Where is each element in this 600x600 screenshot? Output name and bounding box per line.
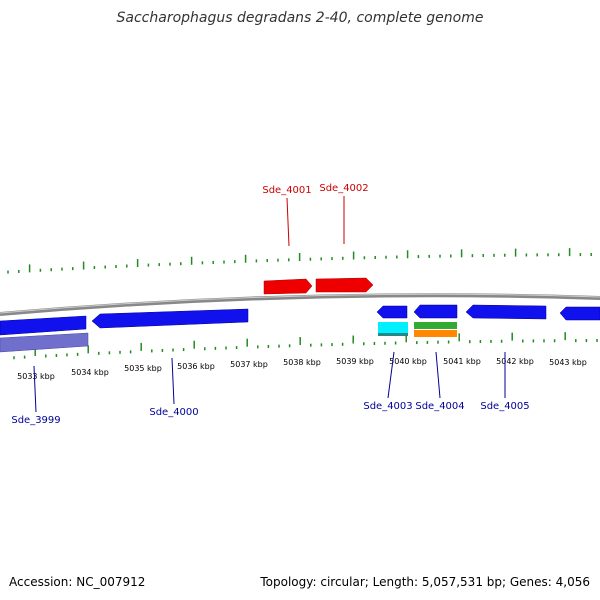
pseudogene-feature[interactable]	[0, 332, 89, 353]
gene-label-forward[interactable]: Sde_4001	[262, 185, 311, 196]
kbp-label: 5039 kbp	[336, 357, 374, 366]
kbp-label: 5034 kbp	[71, 368, 109, 377]
genome-backbone	[0, 293, 600, 316]
kbp-scale-labels: 5033 kbp 5034 kbp 5035 kbp 5036 kbp 5037 kbp…	[17, 357, 587, 381]
gene-label-reverse[interactable]: Sde_4004	[415, 401, 464, 412]
kbp-label: 5038 kbp	[283, 358, 321, 367]
gene-next[interactable]	[559, 306, 600, 321]
gene-leader-line	[33, 365, 37, 413]
gene-label-reverse[interactable]: Sde_4005	[480, 401, 529, 412]
kbp-label: 5033 kbp	[17, 372, 55, 381]
rna-feature-cyan-base	[378, 333, 408, 336]
gene-sde-4003[interactable]	[376, 305, 408, 319]
lower-tick-track	[13, 332, 598, 360]
accession-label: Accession: NC_007912	[9, 575, 146, 589]
kbp-label: 5037 kbp	[230, 360, 268, 369]
genome-stats: Topology: circular; Length: 5,057,531 bp…	[260, 575, 590, 589]
gene-sde-4002[interactable]	[315, 277, 374, 293]
kbp-label: 5040 kbp	[389, 357, 427, 366]
gene-sde-4004[interactable]	[413, 304, 458, 319]
gene-sde-4000[interactable]	[91, 308, 249, 329]
gene-leader-line	[171, 357, 175, 405]
gene-labels: Sde_4001 Sde_4002 Sde_3999 Sde_4000 Sde_4003…	[11, 183, 529, 426]
gene-sde-3999[interactable]	[0, 315, 87, 336]
gene-label-reverse[interactable]: Sde_4003	[363, 401, 412, 412]
rna-feature-cyan[interactable]	[378, 322, 408, 334]
map-title: Saccharophagus degradans 2-40, complete …	[116, 10, 484, 26]
upper-tick-track	[7, 248, 592, 274]
gene-label-forward[interactable]: Sde_4002	[319, 183, 368, 194]
gene-sde-4005[interactable]	[465, 304, 547, 320]
kbp-label: 5043 kbp	[549, 358, 587, 367]
gene-label-reverse[interactable]: Sde_3999	[11, 415, 60, 426]
genome-backbone-highlight	[0, 293, 600, 314]
kbp-label: 5035 kbp	[124, 364, 162, 373]
gene-leader-line	[286, 197, 290, 247]
rna-feature-orange[interactable]	[414, 330, 457, 337]
gene-leader-line	[387, 351, 395, 399]
gene-label-reverse[interactable]: Sde_4000	[149, 407, 198, 418]
kbp-label: 5042 kbp	[496, 357, 534, 366]
kbp-label: 5041 kbp	[443, 357, 481, 366]
gene-sde-4001[interactable]	[263, 278, 313, 295]
kbp-label: 5036 kbp	[177, 362, 215, 371]
rna-feature-green[interactable]	[414, 322, 457, 329]
gene-leader-line	[435, 351, 441, 399]
